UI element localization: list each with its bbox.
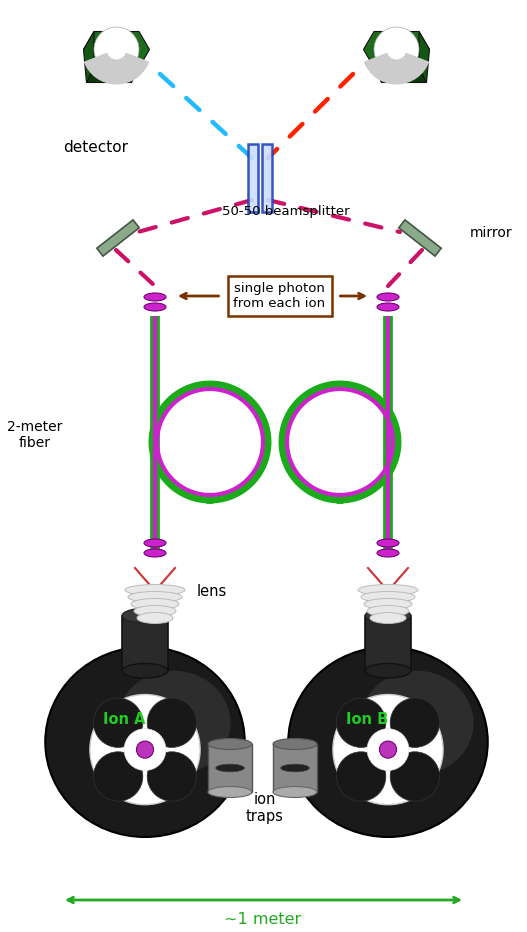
Text: 50-50 beamsplitter: 50-50 beamsplitter: [222, 205, 350, 218]
Text: Ion B: Ion B: [346, 712, 388, 727]
Ellipse shape: [208, 787, 252, 798]
FancyBboxPatch shape: [273, 744, 317, 792]
Ellipse shape: [359, 671, 473, 775]
Circle shape: [104, 36, 119, 52]
Ellipse shape: [377, 303, 399, 311]
Ellipse shape: [365, 664, 411, 678]
Ellipse shape: [377, 539, 399, 547]
FancyBboxPatch shape: [365, 616, 411, 671]
Circle shape: [333, 694, 443, 804]
Circle shape: [93, 752, 143, 802]
Ellipse shape: [361, 592, 415, 602]
Text: 2-meter
fiber: 2-meter fiber: [7, 420, 63, 450]
Ellipse shape: [370, 612, 406, 624]
Circle shape: [93, 698, 143, 747]
Circle shape: [367, 729, 409, 771]
Ellipse shape: [377, 293, 399, 301]
Text: Ion A: Ion A: [103, 712, 145, 727]
Circle shape: [147, 752, 197, 802]
Ellipse shape: [273, 738, 317, 749]
Ellipse shape: [137, 612, 173, 624]
Circle shape: [124, 729, 166, 771]
Ellipse shape: [377, 549, 399, 557]
Circle shape: [94, 27, 139, 72]
Text: detector: detector: [63, 141, 129, 156]
Circle shape: [394, 36, 409, 52]
Circle shape: [336, 752, 386, 802]
Circle shape: [374, 27, 419, 72]
Text: mirror: mirror: [470, 226, 513, 240]
Polygon shape: [374, 67, 426, 83]
FancyBboxPatch shape: [248, 144, 258, 212]
Ellipse shape: [125, 584, 185, 596]
Ellipse shape: [122, 664, 168, 678]
Circle shape: [90, 694, 200, 804]
Text: single photon
from each ion: single photon from each ion: [233, 282, 326, 310]
Text: lens: lens: [197, 584, 227, 599]
FancyBboxPatch shape: [262, 144, 272, 212]
Ellipse shape: [281, 764, 309, 772]
Ellipse shape: [144, 293, 166, 301]
FancyBboxPatch shape: [122, 616, 168, 671]
Polygon shape: [83, 32, 150, 67]
Ellipse shape: [134, 606, 176, 616]
Ellipse shape: [128, 592, 182, 602]
FancyBboxPatch shape: [208, 744, 252, 792]
Circle shape: [336, 698, 386, 747]
Circle shape: [390, 752, 440, 802]
Polygon shape: [419, 32, 430, 83]
Ellipse shape: [288, 647, 488, 837]
Ellipse shape: [367, 606, 409, 616]
Circle shape: [379, 741, 396, 758]
Ellipse shape: [364, 598, 412, 610]
Circle shape: [136, 741, 153, 758]
Ellipse shape: [216, 764, 245, 772]
Ellipse shape: [208, 738, 252, 749]
Ellipse shape: [273, 787, 317, 798]
Ellipse shape: [122, 609, 168, 623]
Polygon shape: [83, 32, 94, 83]
Circle shape: [390, 698, 440, 747]
Text: ion
traps: ion traps: [246, 792, 284, 824]
Ellipse shape: [144, 303, 166, 311]
Ellipse shape: [365, 609, 411, 623]
Polygon shape: [364, 32, 430, 67]
Ellipse shape: [144, 549, 166, 557]
Ellipse shape: [131, 598, 179, 610]
Circle shape: [147, 698, 197, 747]
Text: ~1 meter: ~1 meter: [225, 912, 301, 927]
Ellipse shape: [144, 539, 166, 547]
Polygon shape: [97, 220, 139, 256]
Ellipse shape: [45, 647, 245, 837]
Ellipse shape: [116, 671, 230, 775]
Polygon shape: [399, 220, 441, 256]
Polygon shape: [86, 67, 139, 83]
Ellipse shape: [358, 584, 418, 596]
